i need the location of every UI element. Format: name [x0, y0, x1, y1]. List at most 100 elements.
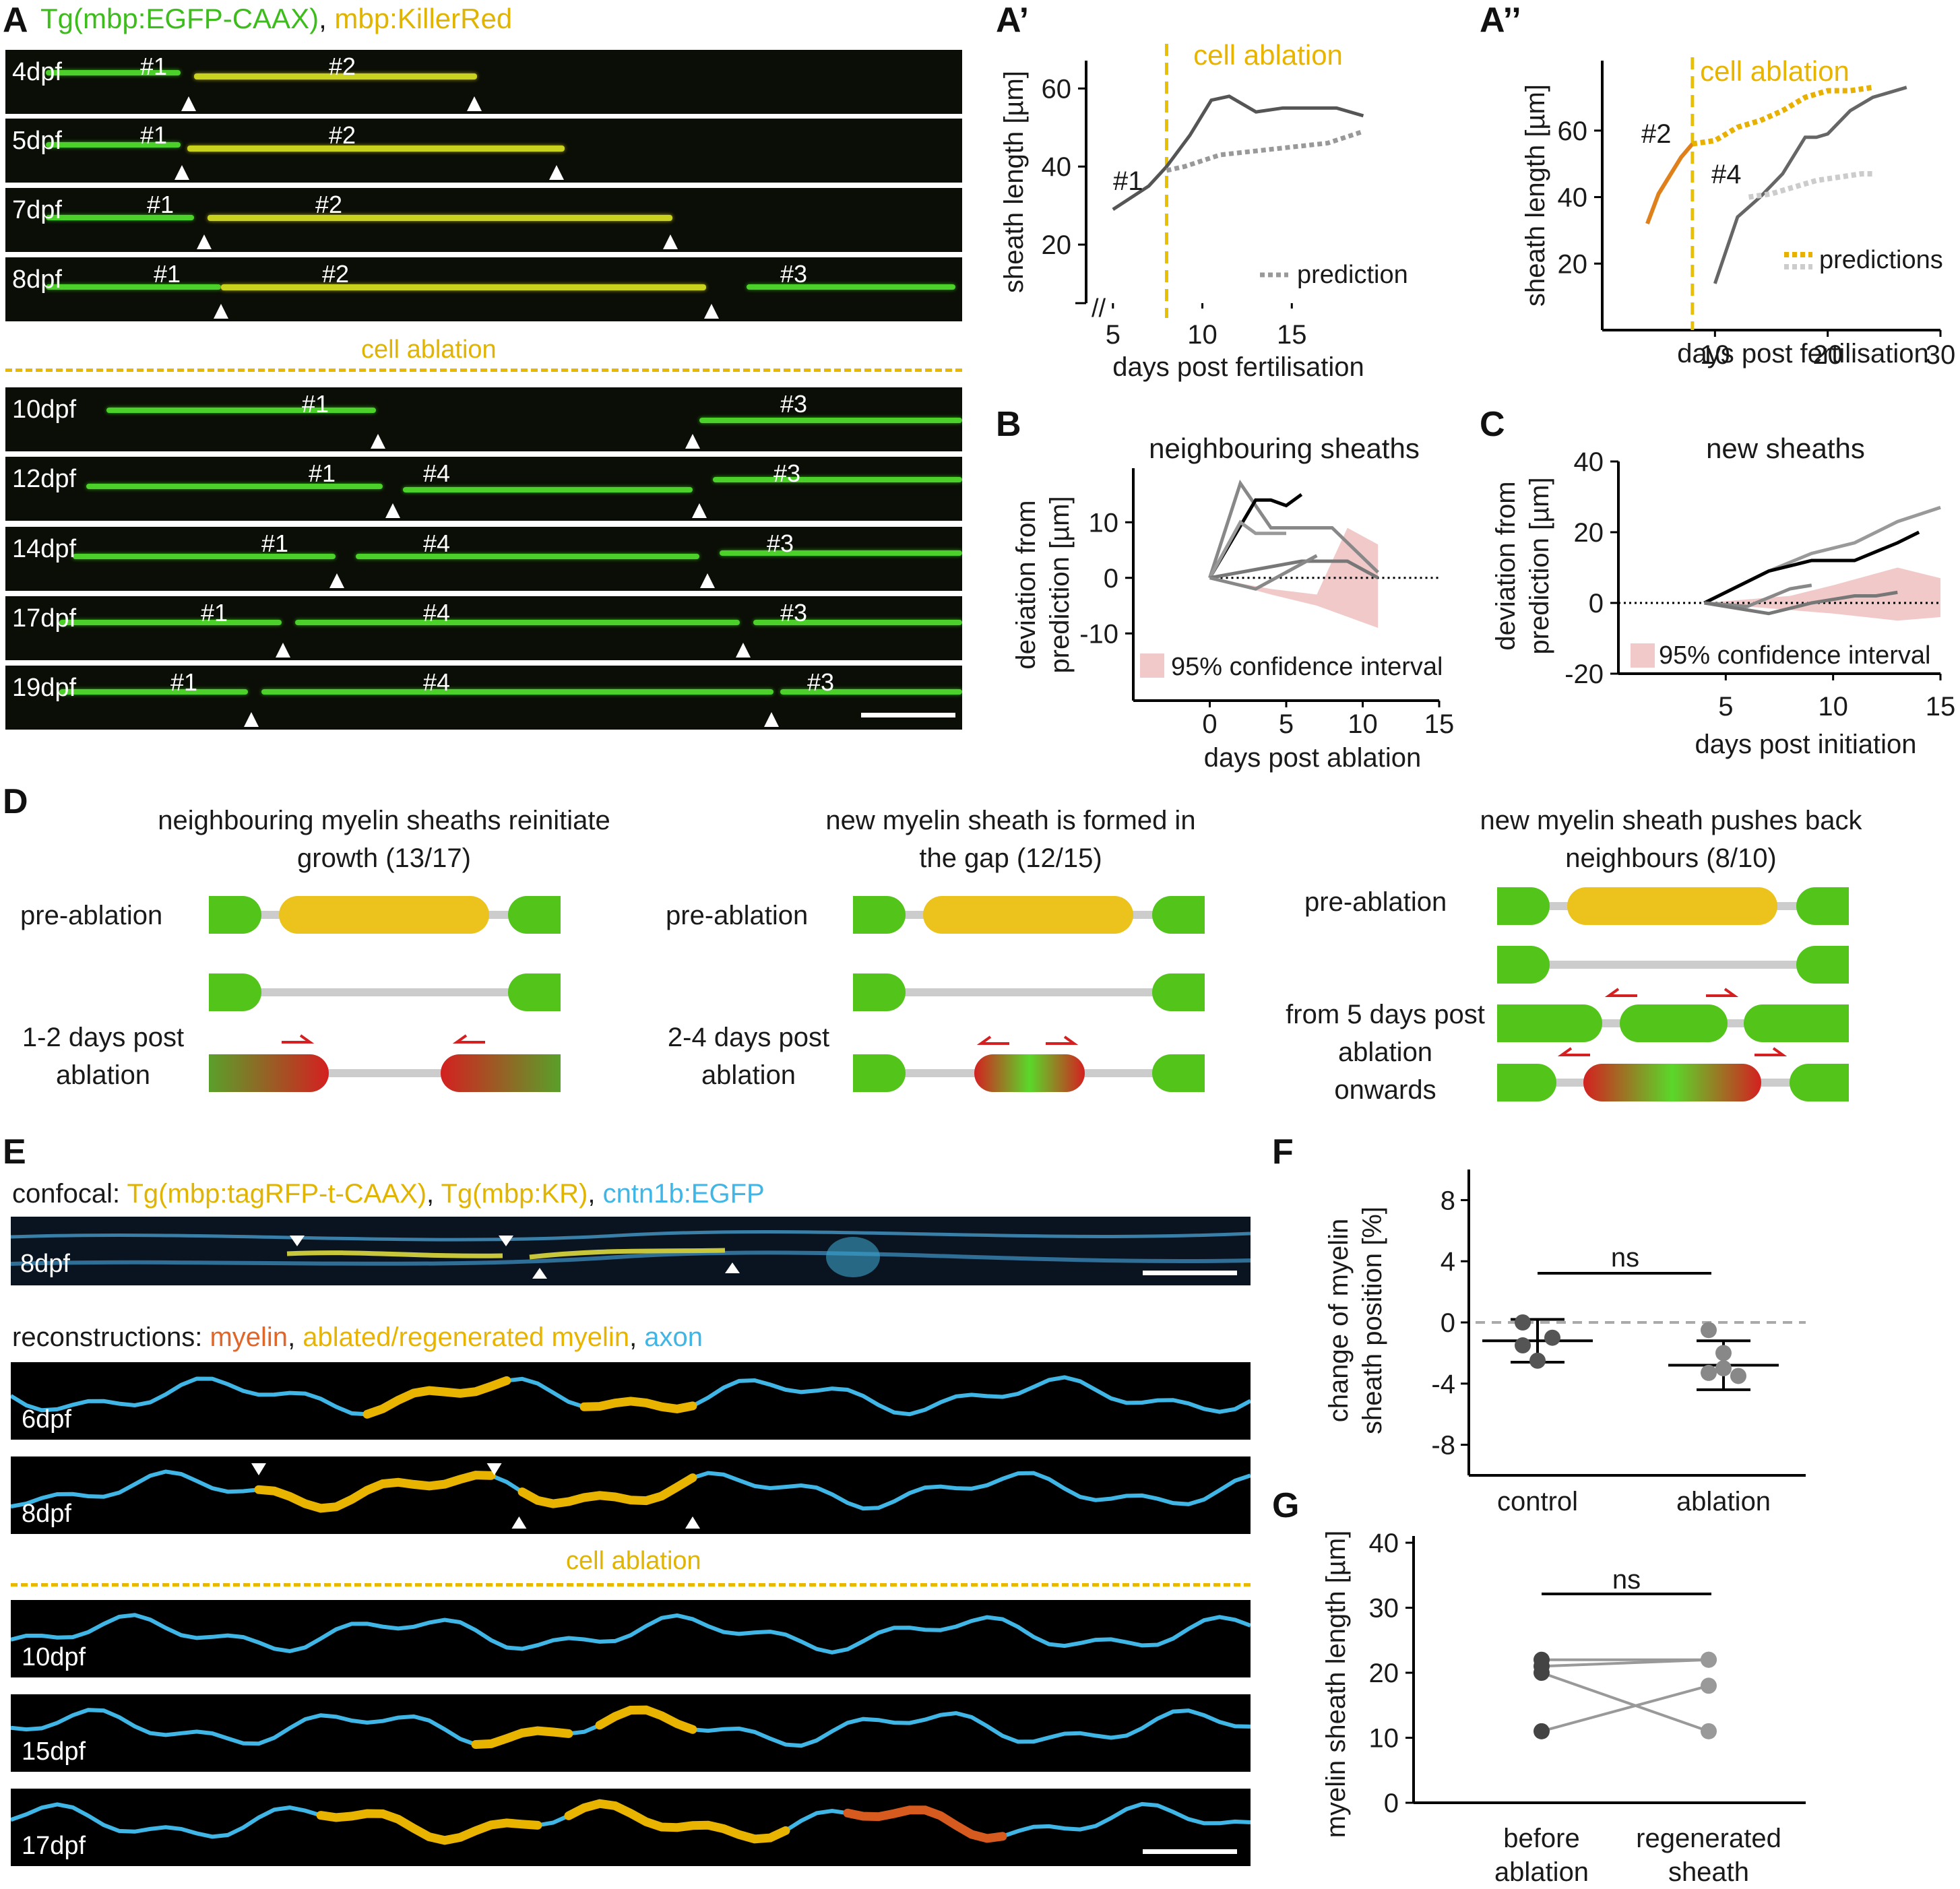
b-x-tick-label: 5	[1279, 709, 1294, 739]
recon-day: 17dpf	[22, 1832, 86, 1860]
b-series-5	[1209, 554, 1318, 591]
myelin-sheath	[46, 215, 194, 220]
myelin-sheath	[747, 284, 955, 290]
myelin-sheath	[73, 554, 336, 559]
arrowhead-marker	[685, 434, 700, 449]
myelin-sheath	[46, 284, 221, 290]
c-legend-label: 95% confidence interval	[1659, 641, 1930, 670]
g-pair-line	[1541, 1658, 1709, 1668]
arrowhead-marker	[663, 234, 678, 249]
sheath-label: #1	[309, 459, 336, 487]
myelin-sheath	[356, 554, 699, 559]
strip-5dpf: 5dpf #1 #2	[5, 119, 962, 183]
d-col2-title: new myelin sheath is formed in the gap (…	[825, 806, 1196, 873]
b-series-2	[1208, 492, 1303, 579]
f-x-label: control	[1497, 1487, 1578, 1516]
a2-y-tick-label: 60	[1558, 117, 1588, 146]
g-x-label-2a: regenerated	[1636, 1824, 1781, 1853]
strip-day: 12dpf	[12, 465, 77, 493]
b-x-tick-label: 0	[1202, 709, 1217, 739]
a1-x-label: days post fertilisation	[1112, 352, 1364, 382]
arrowhead-marker	[736, 643, 751, 658]
c-legend-swatch	[1631, 643, 1655, 668]
e-confocal-prefix: confocal:	[12, 1179, 121, 1209]
recon-day: 10dpf	[22, 1643, 86, 1671]
arrowhead-marker	[244, 712, 259, 727]
c-y-label-2: prediction [µm]	[1525, 477, 1554, 654]
a2-ablation-label: cell ablation	[1700, 55, 1850, 87]
recon-day: 8dpf	[22, 1500, 71, 1528]
panel-label-b: B	[996, 405, 1021, 444]
f-y-label-2: sheath position [%]	[1358, 1207, 1387, 1434]
f-point	[1529, 1352, 1546, 1369]
b-y-tick-label: 10	[1089, 508, 1119, 538]
f-y-tick-label: -8	[1431, 1431, 1455, 1461]
a2-y-label: sheath length [µm]	[1521, 84, 1550, 307]
a1-x-tick-label: 5	[1106, 320, 1120, 350]
ablation-divider-e	[11, 1583, 1251, 1587]
ablation-label-a: cell ablation	[361, 335, 497, 364]
e-confocal-image: 8dpf	[11, 1217, 1251, 1285]
d-col3-pre: pre-ablation	[1304, 887, 1447, 917]
myelin-segment	[316, 1809, 542, 1845]
e-confocal-c3: cntn1b:EGFP	[602, 1179, 765, 1209]
g-point-after	[1701, 1677, 1717, 1694]
myelin-sheath	[59, 689, 248, 695]
ablation-divider-a	[5, 369, 962, 372]
f-point	[1701, 1322, 1717, 1339]
g-point-before	[1534, 1665, 1550, 1681]
myelin-sheath	[208, 215, 672, 221]
b-x-tick-label: 15	[1424, 709, 1455, 739]
a1-y-tick-label: 20	[1042, 230, 1072, 260]
myelin-sheath	[46, 142, 181, 148]
strip-day: 10dpf	[12, 395, 77, 424]
b-title: neighbouring sheaths	[1149, 433, 1420, 464]
panel-label-g: G	[1272, 1486, 1300, 1525]
myelin-sheath	[106, 408, 376, 413]
g-y-tick-label: 10	[1369, 1724, 1399, 1754]
f-y-tick-label: 4	[1441, 1247, 1455, 1277]
f-point	[1515, 1337, 1531, 1354]
g-pair-line	[1541, 1684, 1709, 1733]
e-recon-r3: axon	[644, 1322, 703, 1352]
g-sig-label: ns	[1612, 1565, 1641, 1595]
myelin-sheath	[59, 620, 282, 625]
c-series-3	[1704, 583, 1812, 608]
a2-x-tick-label: 10	[1700, 340, 1730, 370]
g-x-label-1a: before	[1503, 1824, 1579, 1853]
c-x-tick-label: 10	[1818, 692, 1848, 722]
e-recon-prefix: reconstructions:	[12, 1322, 203, 1352]
arrowhead-marker	[251, 1463, 266, 1475]
strip-10dpf: 10dpf #1 #3	[5, 387, 962, 451]
f-sig-label: ns	[1611, 1243, 1639, 1273]
g-y-tick-label: 40	[1369, 1529, 1399, 1558]
caption-yellow: mbp:KillerRed	[334, 3, 513, 34]
a1-ablation-label: cell ablation	[1193, 39, 1343, 71]
c-y-tick-label: -20	[1564, 660, 1604, 689]
recon-day: 15dpf	[22, 1737, 86, 1766]
myelin-sheath	[780, 689, 962, 695]
e-recon-r1: myelin	[210, 1322, 288, 1352]
myelin-sheath	[187, 146, 565, 152]
sheath-label: #4	[423, 530, 451, 557]
e-recon-r2: ablated/regenerated myelin	[303, 1322, 630, 1352]
e-recon-caption: reconstructions: myelin, ablated/regener…	[12, 1322, 703, 1353]
f-point	[1544, 1329, 1560, 1346]
myelin-segment	[254, 1471, 496, 1513]
sheath-label: #2	[315, 191, 343, 218]
a1-x-tick-label: 15	[1277, 320, 1307, 350]
strip-day: 19dpf	[12, 674, 77, 702]
g-point-after	[1701, 1723, 1717, 1739]
strip-day: 7dpf	[12, 196, 62, 224]
recon-6dpf: 6dpf	[11, 1362, 1251, 1440]
d-col3-post: from 5 days post ablation onwards	[1286, 1000, 1485, 1105]
g-y-label: myelin sheath length [µm]	[1321, 1531, 1351, 1838]
arrowhead-marker	[685, 1516, 700, 1529]
sheath-label: #3	[780, 260, 808, 288]
c-y-tick-label: 20	[1574, 518, 1604, 548]
f-point	[1515, 1314, 1531, 1331]
f-x-label: ablation	[1676, 1487, 1771, 1516]
axon-trace	[11, 1375, 1251, 1417]
a1-x-tick-label: 10	[1187, 320, 1218, 350]
sheath-label: #2	[322, 260, 350, 288]
